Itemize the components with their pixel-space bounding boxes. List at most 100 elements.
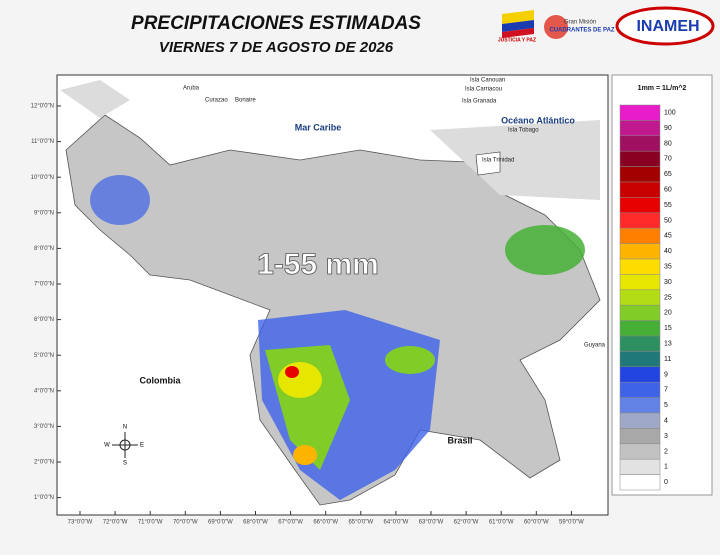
legend-swatch bbox=[619, 227, 661, 244]
place-label: Isla Granada bbox=[462, 99, 497, 105]
legend-label: 5 bbox=[664, 402, 668, 409]
compass-label: S bbox=[123, 461, 127, 467]
legend-label: 3 bbox=[664, 433, 668, 440]
legend-label: 70 bbox=[664, 156, 672, 163]
legend-label: 0 bbox=[664, 479, 668, 486]
legend: 1009080706560555045403530252015131197543… bbox=[619, 104, 676, 491]
latitude-label: 11°0'0"N bbox=[31, 139, 54, 145]
legend-label: 60 bbox=[664, 187, 672, 194]
latitude-label: 5°0'0"N bbox=[34, 353, 54, 359]
legend-label: 7 bbox=[664, 387, 668, 394]
place-label: Isla Canouan bbox=[470, 78, 505, 84]
title: PRECIPITACIONES ESTIMADAS bbox=[131, 13, 421, 34]
logo-text: JUSTICIA Y PAZ bbox=[498, 37, 536, 43]
region-label: Brasil bbox=[447, 435, 472, 445]
legend-swatch bbox=[619, 443, 661, 460]
legend-swatch bbox=[619, 181, 661, 198]
legend-label: 55 bbox=[664, 202, 672, 209]
legend-swatch bbox=[619, 197, 661, 214]
longitude-label: 70°0'0"W bbox=[173, 520, 198, 526]
axes: 12°0'0"N 11°0'0"N 10°0'0"N 9°0'0"N 8°0'0"N 7°… bbox=[31, 104, 584, 526]
region-label: Mar Caribe bbox=[295, 122, 342, 132]
legend-swatch bbox=[619, 274, 661, 291]
legend-swatch bbox=[619, 120, 661, 137]
legend-label: 65 bbox=[664, 171, 672, 178]
region-label: Colombia bbox=[139, 375, 181, 385]
longitude-label: 73°0'0"W bbox=[68, 520, 93, 526]
region-label: Océano Atlántico bbox=[501, 115, 575, 125]
place-label: Isla Trinidad bbox=[482, 158, 514, 164]
legend-label: 80 bbox=[664, 140, 672, 147]
longitude-label: 59°0'0"W bbox=[559, 520, 584, 526]
compass-label: E bbox=[140, 443, 144, 449]
place-label: Curazao bbox=[205, 98, 228, 104]
latitude-label: 9°0'0"N bbox=[34, 210, 54, 216]
legend-label: 25 bbox=[664, 294, 672, 301]
legend-swatch bbox=[619, 351, 661, 368]
legend-swatch bbox=[619, 412, 661, 429]
longitude-label: 69°0'0"W bbox=[208, 520, 233, 526]
place-label: Isla Carriacou bbox=[465, 87, 502, 93]
longitude-label: 60°0'0"W bbox=[524, 520, 549, 526]
latitude-label: 1°0'0"N bbox=[34, 495, 54, 501]
latitude-label: 12°0'0"N bbox=[31, 104, 54, 110]
longitude-label: 62°0'0"W bbox=[454, 520, 479, 526]
longitude-label: 67°0'0"W bbox=[278, 520, 303, 526]
compass-label: W bbox=[104, 443, 110, 449]
legend-swatch bbox=[619, 366, 661, 383]
legend-swatch bbox=[619, 474, 661, 491]
longitude-label: 64°0'0"W bbox=[384, 520, 409, 526]
legend-swatch bbox=[619, 320, 661, 337]
legend-label: 4 bbox=[664, 418, 668, 425]
subtitle: VIERNES 7 DE AGOSTO DE 2026 bbox=[159, 39, 394, 56]
headline: 1-55 mm bbox=[257, 248, 379, 281]
legend-label: 11 bbox=[664, 356, 671, 363]
legend-swatch bbox=[619, 150, 661, 167]
legend-swatch bbox=[619, 212, 661, 229]
longitude-label: 65°0'0"W bbox=[348, 520, 373, 526]
compass-label: N bbox=[123, 425, 127, 431]
legend-label: 9 bbox=[664, 371, 668, 378]
legend-swatch bbox=[619, 104, 661, 121]
legend-label: 35 bbox=[664, 264, 672, 271]
legend-label: 13 bbox=[664, 341, 672, 348]
latitude-label: 3°0'0"N bbox=[34, 424, 54, 430]
logo-text: CUADRANTES DE PAZ bbox=[549, 28, 615, 34]
place-label: Isla Tobago bbox=[508, 128, 539, 134]
legend-label: 1 bbox=[664, 464, 668, 471]
place-label: Guyana bbox=[584, 343, 606, 349]
legend-label: 90 bbox=[664, 125, 672, 132]
longitude-label: 71°0'0"W bbox=[138, 520, 163, 526]
latitude-label: 6°0'0"N bbox=[34, 317, 54, 323]
legend-label: 15 bbox=[664, 325, 672, 332]
legend-swatch bbox=[619, 381, 661, 398]
legend-swatch bbox=[619, 458, 661, 475]
compass: N S E W bbox=[104, 425, 144, 467]
longitude-label: 72°0'0"W bbox=[103, 520, 128, 526]
latitude-label: 7°0'0"N bbox=[34, 282, 54, 288]
place-label: Bonaire bbox=[235, 98, 256, 104]
legend-label: 2 bbox=[664, 448, 668, 455]
legend-label: 45 bbox=[664, 233, 672, 240]
legend-swatch bbox=[619, 166, 661, 183]
legend-swatch bbox=[619, 243, 661, 260]
legend-unit: 1mm = 1L/m^2 bbox=[638, 84, 687, 92]
legend-swatch bbox=[619, 397, 661, 414]
legend-label: 50 bbox=[664, 217, 672, 224]
longitude-label: 68°0'0"W bbox=[243, 520, 268, 526]
legend-swatch bbox=[619, 289, 661, 306]
legend-swatch bbox=[619, 428, 661, 445]
longitude-label: 66°0'0"W bbox=[313, 520, 338, 526]
legend-label: 30 bbox=[664, 279, 672, 286]
longitude-label: 63°0'0"W bbox=[419, 520, 444, 526]
legend-swatch bbox=[619, 258, 661, 275]
latitude-label: 8°0'0"N bbox=[34, 246, 54, 252]
latitude-label: 2°0'0"N bbox=[34, 460, 54, 466]
place-label: Aruba bbox=[183, 86, 200, 92]
map bbox=[60, 80, 601, 506]
logo-text: INAMEH bbox=[636, 18, 699, 35]
logos: JUSTICIA Y PAZ Gran Misión CUADRANTES DE… bbox=[498, 6, 715, 46]
latitude-label: 4°0'0"N bbox=[34, 388, 54, 394]
legend-swatch bbox=[619, 304, 661, 321]
